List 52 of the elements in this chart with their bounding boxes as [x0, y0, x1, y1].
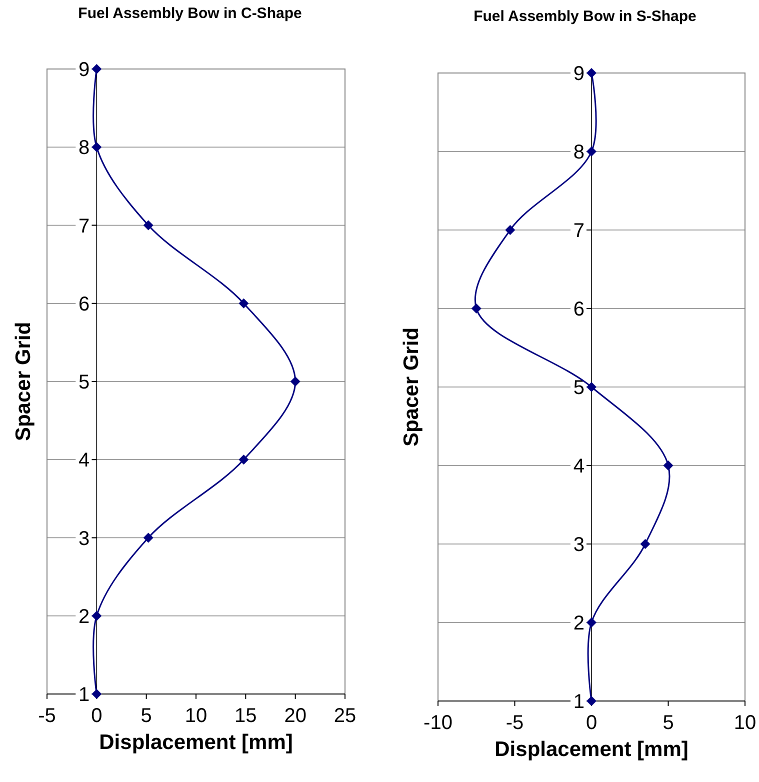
point — [586, 146, 596, 156]
x-tick-label: 15 — [234, 705, 257, 727]
point — [92, 64, 102, 74]
point — [92, 142, 102, 152]
point — [143, 220, 154, 230]
x-tick-label: 5 — [140, 705, 152, 727]
x-tick-label: 10 — [734, 712, 756, 734]
y-tick-label: 5 — [573, 377, 584, 399]
x-tick-label: 20 — [284, 705, 306, 727]
chart-title: Fuel Assembly Bow in S-Shape — [474, 8, 696, 25]
y-tick-label: 4 — [78, 450, 90, 472]
point — [143, 532, 154, 543]
x-axis-title: Displacement [mm] — [99, 731, 293, 754]
point — [92, 689, 102, 699]
point — [586, 618, 596, 628]
point — [586, 382, 596, 392]
point — [640, 539, 650, 549]
x-tick-label: -5 — [38, 705, 56, 727]
y-tick-label: 9 — [573, 63, 584, 85]
y-tick-label: 5 — [78, 372, 90, 394]
point — [663, 460, 674, 470]
y-tick-label: 1 — [78, 684, 90, 706]
x-tick-label: 0 — [586, 712, 598, 734]
x-tick-label: 10 — [184, 705, 208, 727]
y-tick-label: 2 — [78, 606, 90, 628]
y-tick-label: 7 — [573, 220, 584, 242]
point — [290, 376, 300, 386]
chart-title: Fuel Assembly Bow in C-Shape — [78, 5, 302, 22]
point — [505, 225, 516, 235]
x-tick-label: 0 — [91, 705, 102, 727]
y-tick-label: 3 — [573, 534, 584, 556]
point — [238, 454, 249, 465]
y-tick-label: 6 — [573, 298, 584, 320]
y-tick-label: 3 — [78, 528, 90, 550]
y-axis-title: Spacer Grid — [12, 322, 35, 442]
y-tick-label: 8 — [78, 137, 90, 160]
y-tick-label: 8 — [573, 142, 584, 164]
x-tick-label: -10 — [424, 712, 452, 734]
y-tick-label: 7 — [78, 215, 90, 238]
y-tick-label: 4 — [573, 456, 584, 478]
x-axis-title: Displacement [mm] — [494, 738, 688, 761]
point — [92, 610, 102, 621]
x-tick-label: -5 — [506, 712, 524, 734]
x-tick-label: 5 — [662, 712, 674, 734]
point — [238, 298, 249, 308]
y-tick-label: 1 — [573, 691, 584, 713]
x-tick-label: 25 — [334, 705, 356, 727]
y-tick-label: 2 — [573, 612, 584, 634]
y-tick-label: 9 — [78, 59, 90, 81]
y-axis-title: Spacer Grid — [400, 327, 423, 447]
y-tick-label: 6 — [78, 293, 90, 316]
point — [471, 304, 482, 314]
